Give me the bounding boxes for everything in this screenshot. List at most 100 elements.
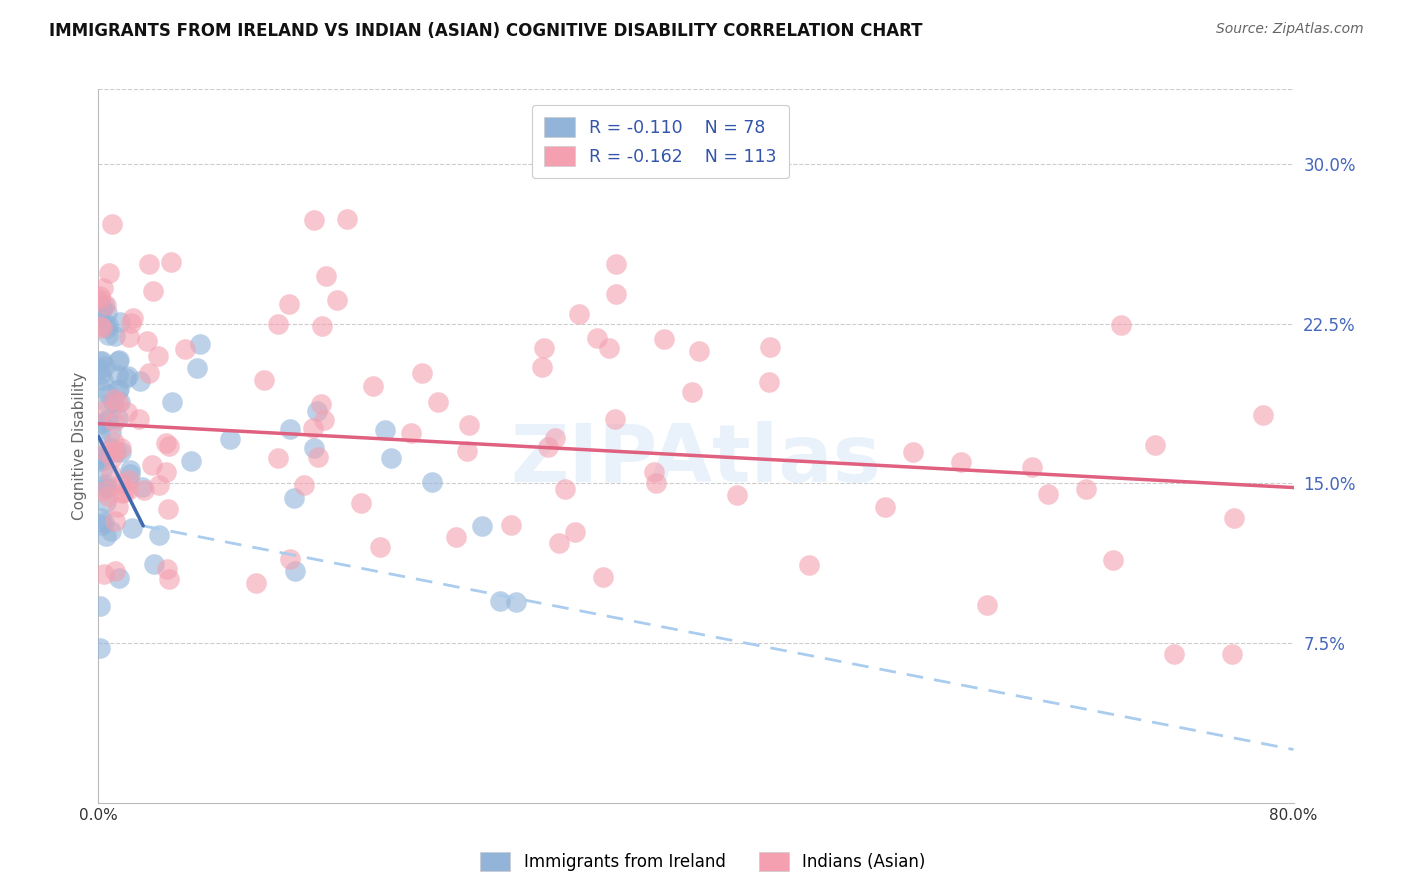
Point: [1111, 318, 1133, 332]
Point: [302, 212, 325, 227]
Point: [91, 373, 114, 387]
Point: [91, 461, 114, 475]
Point: [505, 595, 527, 609]
Point: [118, 463, 141, 477]
Point: [411, 366, 433, 380]
Point: [97, 489, 120, 503]
Point: [90, 416, 112, 430]
Point: [107, 383, 129, 397]
Point: [91, 301, 114, 316]
Point: [157, 572, 180, 586]
Point: [93, 484, 115, 499]
Point: [97, 397, 120, 411]
Point: [155, 435, 177, 450]
Point: [89, 641, 111, 656]
Point: [267, 450, 290, 465]
Point: [903, 445, 925, 459]
Point: [307, 404, 329, 418]
Point: [160, 394, 183, 409]
Point: [100, 524, 122, 539]
Legend: Immigrants from Ireland, Indians (Asian): Immigrants from Ireland, Indians (Asian): [472, 843, 934, 880]
Text: ZIPAtlas: ZIPAtlas: [510, 421, 882, 500]
Point: [758, 376, 780, 390]
Point: [399, 425, 422, 440]
Point: [108, 315, 131, 329]
Point: [141, 458, 163, 472]
Point: [564, 524, 586, 539]
Point: [875, 500, 897, 514]
Point: [188, 337, 211, 351]
Point: [98, 266, 121, 280]
Point: [108, 395, 131, 409]
Point: [155, 465, 177, 479]
Point: [444, 530, 467, 544]
Point: [103, 435, 125, 450]
Point: [100, 442, 122, 456]
Point: [350, 496, 373, 510]
Point: [368, 540, 391, 554]
Point: [94, 318, 117, 332]
Point: [97, 386, 120, 401]
Point: [681, 385, 703, 400]
Point: [603, 411, 626, 425]
Point: [107, 382, 129, 396]
Point: [156, 561, 179, 575]
Point: [311, 318, 333, 333]
Point: [950, 455, 973, 469]
Point: [89, 362, 111, 376]
Point: [100, 425, 122, 439]
Point: [278, 297, 301, 311]
Point: [93, 298, 115, 312]
Text: Source: ZipAtlas.com: Source: ZipAtlas.com: [1216, 22, 1364, 37]
Point: [89, 599, 111, 613]
Point: [1021, 460, 1043, 475]
Point: [104, 444, 127, 458]
Point: [96, 477, 118, 491]
Point: [117, 483, 139, 498]
Point: [148, 478, 170, 492]
Point: [605, 286, 627, 301]
Point: [93, 515, 115, 529]
Point: [104, 514, 127, 528]
Point: [121, 310, 143, 325]
Point: [90, 511, 112, 525]
Point: [110, 441, 132, 455]
Point: [110, 444, 132, 458]
Point: [107, 394, 129, 409]
Point: [117, 404, 139, 418]
Point: [96, 306, 118, 320]
Point: [799, 558, 821, 573]
Point: [488, 594, 510, 608]
Point: [533, 341, 555, 355]
Point: [138, 257, 160, 271]
Point: [1251, 408, 1274, 422]
Point: [336, 212, 359, 227]
Point: [101, 451, 124, 466]
Point: [1163, 647, 1185, 661]
Point: [759, 340, 782, 354]
Point: [420, 475, 443, 490]
Point: [725, 488, 748, 502]
Point: [284, 564, 307, 578]
Point: [97, 328, 120, 343]
Point: [531, 360, 554, 375]
Point: [1220, 647, 1243, 661]
Point: [142, 284, 165, 298]
Legend: R = -0.110    N = 78, R = -0.162    N = 113: R = -0.110 N = 78, R = -0.162 N = 113: [531, 105, 789, 178]
Point: [91, 281, 114, 295]
Point: [89, 354, 111, 368]
Point: [302, 441, 325, 455]
Point: [104, 329, 127, 343]
Point: [96, 445, 118, 459]
Point: [307, 450, 329, 464]
Point: [108, 571, 131, 585]
Point: [90, 454, 112, 468]
Point: [104, 445, 127, 459]
Point: [131, 480, 153, 494]
Point: [91, 404, 114, 418]
Point: [456, 444, 478, 458]
Point: [292, 477, 315, 491]
Point: [90, 320, 112, 334]
Point: [90, 354, 112, 368]
Point: [374, 423, 396, 437]
